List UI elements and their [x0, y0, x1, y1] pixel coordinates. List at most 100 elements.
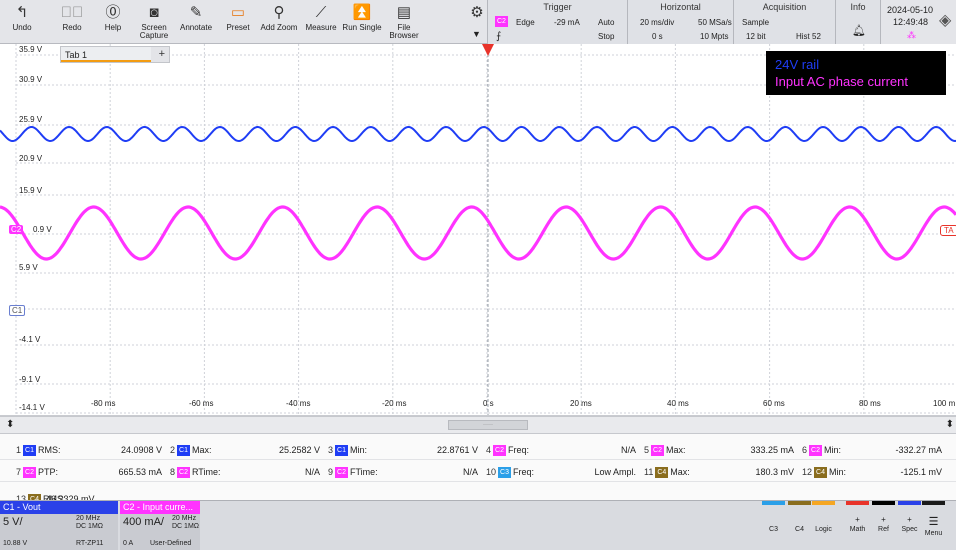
- measurement-item[interactable]: 11 C4 Max:: [644, 467, 690, 479]
- channel-chip: C2: [23, 467, 36, 479]
- undo-button[interactable]: ↰ Undo: [4, 2, 40, 42]
- channel-button-c4[interactable]: C4: [788, 501, 811, 550]
- time-axis-label: 0 s: [483, 399, 494, 408]
- channel-chip: C4: [28, 494, 41, 506]
- y-axis-label: 0.9 V: [33, 225, 52, 234]
- channel-button-label: Spec: [901, 526, 918, 533]
- redo-button[interactable]: ↷⃠ Redo: [52, 2, 92, 42]
- measurement-item[interactable]: 2 C1 Max:: [170, 445, 211, 457]
- measurement-index: 6: [802, 445, 808, 455]
- measurement-name: Freq:: [512, 467, 534, 477]
- brand-logo-icon: ◈: [939, 12, 952, 29]
- channel-button-menu[interactable]: ☰ Menu: [922, 501, 945, 550]
- channel-button-math[interactable]: + Math: [846, 501, 869, 550]
- measurement-index: 9: [328, 467, 334, 477]
- network-icon: ⁂: [907, 30, 916, 40]
- measurement-value: 333.25 mA: [750, 445, 794, 455]
- bell-icon: 🔔︎: [852, 25, 866, 37]
- channel-button-label: Logic: [815, 526, 832, 533]
- channel-button-spec[interactable]: + Spec: [898, 501, 921, 550]
- tab-1[interactable]: Tab 1: [61, 47, 151, 62]
- measurement-item[interactable]: 13C4RMS:: [16, 494, 66, 506]
- info-panel[interactable]: Info 🔔︎: [835, 0, 880, 44]
- time-axis-label: 40 ms: [667, 399, 689, 408]
- measurement-item[interactable]: 6 C2 Min:: [802, 445, 841, 457]
- measurement-value: 46.2329 mV: [46, 494, 95, 504]
- expand-arrows-icon[interactable]: ⬍: [6, 419, 15, 430]
- camera-icon: ◙: [149, 4, 159, 21]
- panel-divider[interactable]: ⬍ ····· ⬍: [0, 416, 956, 434]
- horizontal-panel[interactable]: Horizontal 20 ms/div 0 s 50 MSa/s 10 Mpt…: [627, 0, 733, 44]
- help-button[interactable]: ⓪ Help: [98, 2, 128, 42]
- plus-icon: +: [907, 515, 912, 524]
- legend-c1: 24V rail: [775, 57, 820, 72]
- time-axis-label: 60 ms: [763, 399, 785, 408]
- c1-channel-box[interactable]: C1 - Vout 5 V/ 20 MHz DC 1MΩ 10.88 V RT-…: [0, 501, 118, 550]
- measurement-value: N/A: [462, 467, 478, 477]
- measurement-value: 24.0908 V: [120, 445, 162, 455]
- help-icon: ⓪: [105, 4, 121, 21]
- run-single-icon: ⏫: [352, 4, 372, 21]
- time-axis-label: 80 ms: [859, 399, 881, 408]
- y-axis-label: -14.1 V: [19, 403, 45, 412]
- time-axis-label: 20 ms: [570, 399, 592, 408]
- measurement-item[interactable]: 1 C1 RMS:: [16, 445, 60, 457]
- chevron-down-icon[interactable]: ▼: [472, 29, 481, 39]
- measure-button[interactable]: ⟋ Measure: [302, 2, 340, 42]
- c2-waveform: [0, 205, 956, 261]
- run-single-button[interactable]: ⏫ Run Single: [340, 2, 384, 42]
- trigger-panel[interactable]: Trigger C2 ⨍ Edge -29 mA Auto Stop: [487, 0, 627, 44]
- divider-grip[interactable]: ·····: [448, 420, 528, 430]
- trigger-level-marker[interactable]: TA: [940, 225, 956, 236]
- measurement-index: 4: [486, 445, 492, 455]
- measurement-item[interactable]: 4 C2 Freq:: [486, 445, 529, 457]
- channel-button-label: C4: [795, 526, 804, 533]
- measurement-index: 11: [644, 467, 654, 477]
- measurement-name: Min:: [828, 467, 846, 477]
- channel-button-label: Ref: [878, 526, 889, 533]
- channel-button-logic[interactable]: Logic: [812, 501, 835, 550]
- measurement-table: 1 C1 RMS: 24.0908 V 2 C1 Max: 25.2582 V 3 C1 Min: 2…: [0, 434, 956, 506]
- legend-c2: Input AC phase current: [775, 74, 908, 89]
- measurement-item[interactable]: 8 C2 RTime:: [170, 467, 220, 479]
- measurement-name: RMS:: [42, 494, 66, 504]
- c1-offset-marker[interactable]: C1: [9, 305, 26, 316]
- time-axis-label: -20 ms: [382, 399, 407, 408]
- c2-offset-marker[interactable]: C2: [9, 225, 24, 234]
- measurement-index: 8: [170, 467, 176, 477]
- expand-arrows-right-icon[interactable]: ⬍: [945, 419, 954, 430]
- acquisition-panel[interactable]: Acquisition Sample 12 bit Hist 52: [733, 0, 835, 44]
- measurement-item[interactable]: 9 C2 FTime:: [328, 467, 378, 479]
- annotate-button[interactable]: ✎ Annotate: [176, 2, 216, 42]
- measurement-item[interactable]: 12 C4 Min:: [802, 467, 846, 479]
- channel-button-c3[interactable]: C3: [762, 501, 785, 550]
- zoom-icon: ⚲: [273, 4, 285, 21]
- screen-capture-button[interactable]: ◙ Screen Capture: [136, 2, 172, 42]
- add-tab-button[interactable]: +: [158, 48, 165, 60]
- add-zoom-button[interactable]: ⚲ Add Zoom: [258, 2, 300, 42]
- channel-button-ref[interactable]: + Ref: [872, 501, 895, 550]
- c2-channel-box[interactable]: C2 - Input curre... 400 mA/ 20 MHz DC 1M…: [120, 501, 200, 550]
- folder-icon: ▤: [396, 4, 412, 21]
- y-axis-label: 15.9 V: [19, 186, 43, 195]
- menu-icon: ☰: [928, 516, 939, 528]
- measurement-item[interactable]: 3 C1 Min:: [328, 445, 367, 457]
- trigger-position-marker: [482, 44, 494, 56]
- ruler-icon: ⟋: [315, 4, 327, 21]
- measurement-item[interactable]: 5 C2 Max:: [644, 445, 685, 457]
- measurement-name: Freq:: [507, 445, 529, 455]
- file-browser-button[interactable]: ▤ File Browser: [386, 2, 422, 42]
- measurement-item[interactable]: 7 C2 PTP:: [16, 467, 58, 479]
- settings-button[interactable]: ⚙: [468, 2, 486, 42]
- channel-chip: C1: [335, 445, 348, 457]
- measurement-item[interactable]: 10 C3 Freq:: [486, 467, 534, 479]
- channel-chip: C1: [177, 445, 190, 457]
- time-axis-label: -60 ms: [189, 399, 214, 408]
- time-axis-label: 100 m: [933, 399, 956, 408]
- preset-button[interactable]: ▭ Preset: [222, 2, 254, 42]
- measurement-index: 3: [328, 445, 334, 455]
- redo-icon: ↷⃠: [60, 4, 84, 21]
- waveform-display[interactable]: Tab 1 + 35.9 V 30.9 V 25.9 V 20.9 V 15.9 V 0.…: [0, 44, 956, 416]
- channel-chip: C1: [23, 445, 36, 457]
- time-axis-label: -40 ms: [286, 399, 311, 408]
